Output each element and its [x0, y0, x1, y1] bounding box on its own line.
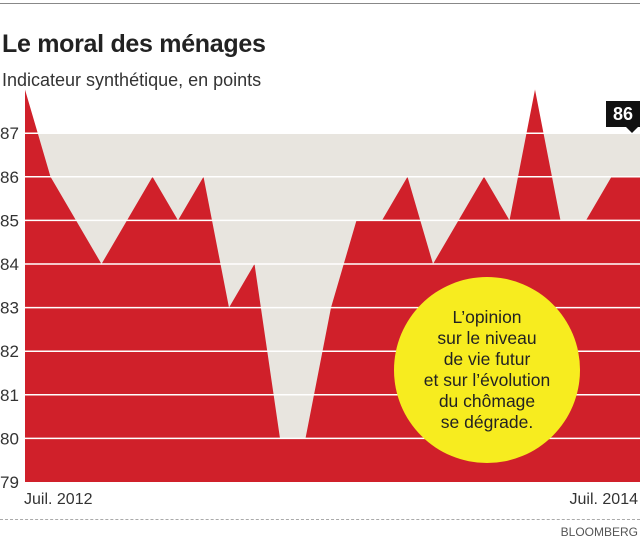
source-label: BLOOMBERG — [560, 525, 638, 539]
chart-title: Le moral des ménages — [2, 30, 266, 58]
top-rule — [0, 3, 640, 4]
last-value-callout: 86 — [606, 101, 640, 133]
x-tick-label: Juil. 2012 — [24, 491, 93, 508]
x-tick-label: Juil. 2014 — [570, 491, 639, 508]
y-tick-label: 84 — [0, 255, 19, 274]
chart-subtitle: Indicateur synthétique, en points — [2, 70, 262, 90]
y-tick-label: 81 — [0, 386, 19, 405]
annotation-bubble: L’opinion sur le niveau de vie futur et … — [394, 277, 580, 463]
y-tick-label: 87 — [0, 124, 19, 143]
y-tick-label: 83 — [0, 299, 19, 318]
y-tick-label: 82 — [0, 342, 19, 361]
y-tick-label: 85 — [0, 211, 19, 230]
y-tick-label: 86 — [0, 168, 19, 187]
y-tick-label: 79 — [0, 473, 19, 492]
y-tick-label: 80 — [0, 429, 19, 448]
footer-divider — [0, 519, 640, 520]
